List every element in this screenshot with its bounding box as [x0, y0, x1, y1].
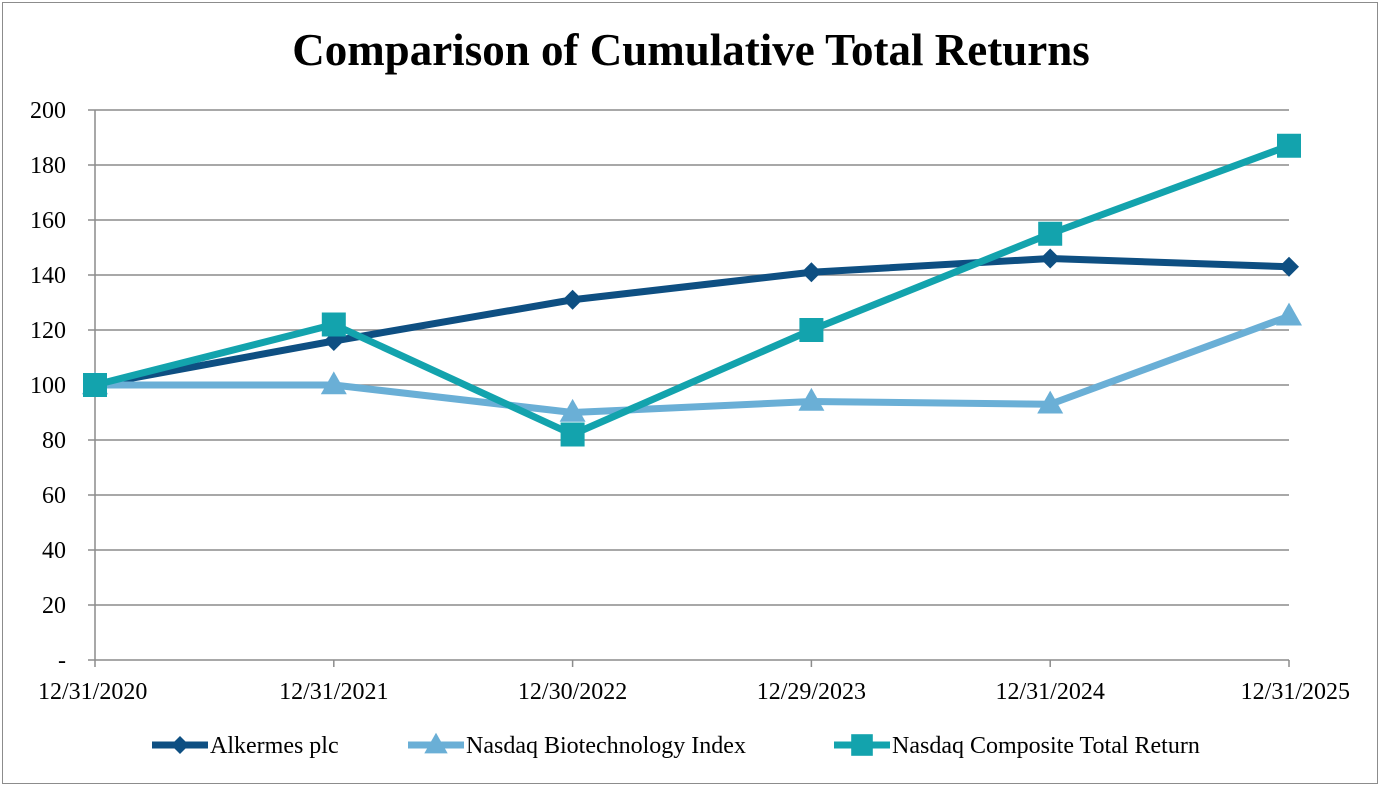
- data-point: [560, 422, 585, 447]
- legend-label: Alkermes plc: [210, 733, 339, 759]
- data-point: [1040, 248, 1061, 269]
- x-tick-label: 12/31/2021: [279, 679, 388, 705]
- data-point: [799, 318, 824, 342]
- data-point: [1279, 256, 1299, 277]
- legend-swatch-marker: [171, 736, 189, 754]
- y-tick-label: 80: [42, 428, 66, 454]
- x-tick-label: 12/29/2023: [757, 679, 866, 705]
- legend: Alkermes plc Nasdaq Biotechnology Index Na…: [152, 732, 1200, 759]
- y-tick-label: 100: [30, 373, 66, 399]
- chart-title: Comparison of Cumulative Total Returns: [292, 25, 1090, 75]
- series-line: [94, 142, 1291, 438]
- data-point: [1277, 133, 1301, 158]
- series-group: [82, 133, 1302, 447]
- legend-swatch-marker: [424, 732, 448, 754]
- legend-label: Nasdaq Biotechnology Index: [466, 733, 746, 759]
- y-tick-label: 60: [42, 483, 66, 509]
- y-tick-label: -: [58, 648, 66, 674]
- data-point: [1276, 302, 1302, 326]
- legend-swatch-marker: [851, 734, 873, 756]
- legend-label: Nasdaq Composite Total Return: [892, 733, 1200, 759]
- x-tick-label: 12/31/2024: [996, 679, 1105, 705]
- data-point: [801, 262, 822, 283]
- data-point: [1038, 221, 1063, 246]
- data-point: [321, 312, 346, 337]
- data-point: [83, 373, 107, 397]
- series-line: [94, 255, 1290, 389]
- y-tick-label: 140: [30, 263, 66, 289]
- y-tick-label: 160: [30, 208, 66, 234]
- data-point: [562, 289, 583, 310]
- data-point: [1037, 390, 1064, 414]
- legend-entry: Nasdaq Biotechnology Index: [408, 732, 746, 759]
- y-tick-label: 200: [30, 98, 66, 124]
- legend-entry: Nasdaq Composite Total Return: [834, 733, 1200, 759]
- series-2: [82, 302, 1302, 422]
- y-axis-ticks: - 20 40 60 80 100 120 140 160 180 200: [30, 98, 66, 674]
- data-point: [559, 398, 586, 422]
- y-tick-label: 180: [30, 153, 66, 179]
- y-tick-label: 40: [42, 538, 66, 564]
- data-point: [320, 371, 347, 395]
- x-tick-label: 12/31/2020: [38, 679, 147, 705]
- series-1: [85, 248, 1299, 395]
- legend-entry: Alkermes plc: [152, 733, 339, 759]
- gridlines: [95, 109, 1289, 606]
- x-tick-label: 12/31/2025: [1241, 679, 1350, 705]
- x-tick-label: 12/30/2022: [518, 679, 627, 705]
- series-line: [95, 312, 1291, 416]
- y-tick-label: 120: [30, 318, 66, 344]
- y-tick-label: 20: [42, 593, 66, 619]
- series-3: [83, 133, 1301, 447]
- data-point: [798, 387, 825, 411]
- x-axis-ticks: 12/31/2020 12/31/2021 12/30/2022 12/29/2023…: [38, 679, 1350, 705]
